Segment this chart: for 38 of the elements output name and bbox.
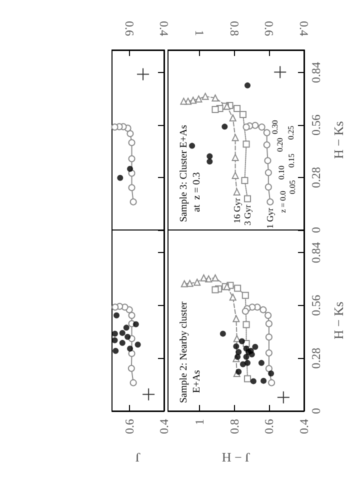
y-tick-label: 0.56: [309, 114, 323, 136]
x-tick-label: 0.6: [262, 21, 276, 36]
y-tick-label: 0: [309, 408, 323, 414]
y-tick-label: 0.84: [309, 242, 323, 264]
x-tick-label: 0.6: [122, 21, 136, 36]
annotation: z = 0.0: [278, 190, 288, 213]
x-tick-label: 1: [192, 30, 206, 36]
annotation: 16 Gyr: [232, 198, 242, 224]
x-axis-title: J: [135, 450, 141, 465]
x-tick-label: 0.8: [227, 21, 242, 36]
x-tick-label: 0.4: [297, 419, 311, 434]
text: E+As: [192, 370, 202, 393]
y-tick-label: 0.28: [309, 348, 323, 369]
x-tick-label: 0.4: [157, 419, 171, 434]
x-axis-title: J − H: [222, 450, 250, 465]
y-tick-label: 0: [309, 227, 323, 233]
x-tick-label: 0.6: [122, 419, 136, 434]
x-tick-label: 1: [192, 419, 206, 425]
annotation: 0.05: [288, 180, 297, 194]
text: at z = 0.3: [192, 172, 202, 212]
x-tick-label: 0.6: [262, 419, 276, 434]
annotation: 3 Gyr: [242, 204, 253, 226]
y-tick-label: 0.84: [309, 62, 323, 83]
y-axis-title: H − Ks: [331, 302, 346, 340]
annotation: 0.30: [270, 120, 280, 134]
annotation: 0.15: [287, 154, 296, 168]
y-tick-label: 0.28: [309, 167, 323, 188]
annotation: 0.20: [275, 138, 284, 152]
y-axis-title: H − Ks: [331, 121, 346, 159]
text: Sample 3: Cluster E+As: [178, 124, 190, 222]
annotation: 0.10: [276, 166, 286, 180]
x-tick-label: 0.4: [157, 21, 171, 36]
x-tick-label: 0.4: [297, 21, 311, 36]
x-tick-label: 0.8: [227, 419, 242, 434]
annotation: 0.25: [286, 126, 296, 140]
y-tick-label: 0.56: [309, 294, 323, 316]
text: Sample 2: Nearby cluster: [178, 300, 190, 403]
annotation: 1 Gyr: [265, 208, 276, 229]
